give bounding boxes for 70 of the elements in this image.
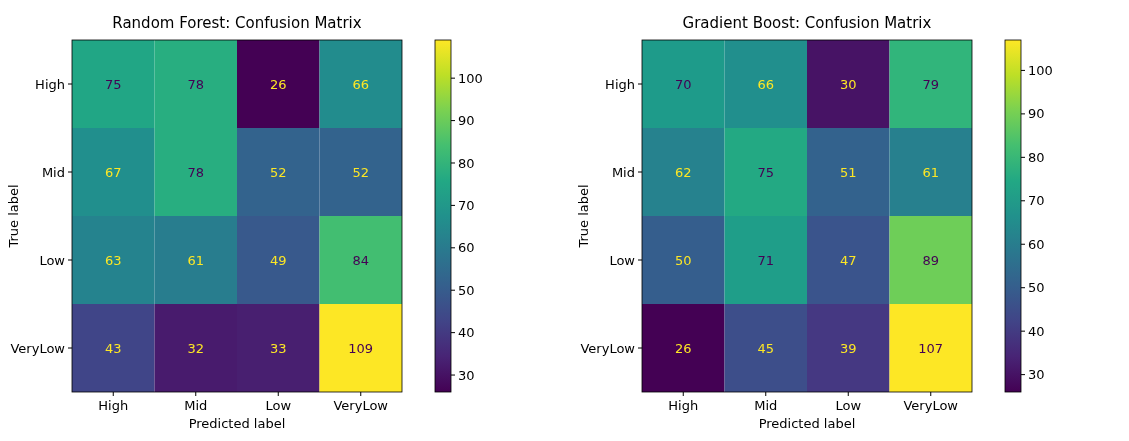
- y-tick-label: Mid: [611, 164, 635, 180]
- color-bar-label: 70: [458, 197, 475, 213]
- x-tick-label: Mid: [754, 398, 778, 413]
- data-label: 51: [839, 164, 857, 180]
- y-axis-title: True label: [6, 184, 21, 249]
- data-label: 63: [104, 252, 122, 268]
- data-label: 79: [922, 76, 940, 92]
- data-label: 61: [922, 164, 940, 180]
- x-axis-title: Predicted label: [758, 416, 856, 431]
- data-label: 89: [922, 252, 940, 268]
- data-label: 45: [757, 340, 775, 356]
- color-bar-label: 40: [1028, 323, 1045, 339]
- data-label: 78: [187, 164, 205, 180]
- color-bar-label: 90: [458, 113, 475, 129]
- data-label: 70: [674, 76, 692, 92]
- color-bar-label: 90: [1028, 106, 1045, 122]
- data-label: 43: [104, 340, 122, 356]
- data-label: 47: [839, 252, 857, 268]
- x-tick-label: Low: [265, 398, 292, 413]
- data-label: 52: [352, 164, 370, 180]
- chart-title: Gradient Boost: Confusion Matrix: [682, 14, 932, 32]
- x-tick-label: High: [668, 398, 699, 413]
- x-tick-label: VeryLow: [333, 398, 389, 413]
- data-label: 52: [269, 164, 287, 180]
- data-label: 26: [674, 340, 692, 356]
- data-label: 50: [674, 252, 692, 268]
- y-tick-label: Low: [39, 252, 66, 268]
- color-bar-label: 80: [1028, 149, 1045, 165]
- x-tick-label: VeryLow: [903, 398, 959, 413]
- data-label: 75: [104, 76, 122, 92]
- color-bar-label: 30: [1028, 367, 1045, 383]
- color-bar-label: 50: [1028, 280, 1045, 296]
- data-label: 107: [918, 340, 944, 356]
- color-bar-label: 100: [1028, 62, 1053, 78]
- y-tick-label: High: [605, 76, 635, 92]
- y-tick-label: VeryLow: [10, 340, 66, 356]
- x-tick-label: Low: [835, 398, 862, 413]
- data-label: 109: [348, 340, 374, 356]
- y-tick-label: High: [35, 76, 65, 92]
- data-label: 49: [269, 252, 287, 268]
- data-label: 61: [187, 252, 205, 268]
- data-label: 39: [839, 340, 857, 356]
- data-label: 78: [187, 76, 205, 92]
- color-bar-label: 60: [458, 240, 475, 256]
- data-label: 84: [352, 252, 370, 268]
- data-label: 33: [269, 340, 287, 356]
- data-label: 66: [757, 76, 775, 92]
- data-label: 67: [104, 164, 122, 180]
- color-bar-label: 50: [458, 282, 475, 298]
- y-axis-title: True label: [576, 184, 591, 249]
- color-bar-label: 100: [458, 70, 483, 86]
- color-bar-label: 80: [458, 155, 475, 171]
- x-tick-label: Mid: [184, 398, 208, 413]
- data-label: 26: [269, 76, 287, 92]
- y-tick-label: Mid: [41, 164, 65, 180]
- data-label: 32: [187, 340, 205, 356]
- color-bar-label: 70: [1028, 193, 1045, 209]
- y-tick-label: Low: [609, 252, 636, 268]
- data-label: 66: [352, 76, 370, 92]
- data-label: 62: [674, 164, 692, 180]
- y-tick-label: VeryLow: [580, 340, 636, 356]
- x-axis-title: Predicted label: [188, 416, 286, 431]
- color-bar-label: 60: [1028, 236, 1045, 252]
- data-label: 71: [757, 252, 775, 268]
- x-tick-label: High: [98, 398, 129, 413]
- data-label: 30: [839, 76, 857, 92]
- data-label: 75: [757, 164, 775, 180]
- color-bar-label: 40: [458, 325, 475, 341]
- chart-title: Random Forest: Confusion Matrix: [112, 14, 362, 32]
- color-bar-label: 30: [458, 367, 475, 383]
